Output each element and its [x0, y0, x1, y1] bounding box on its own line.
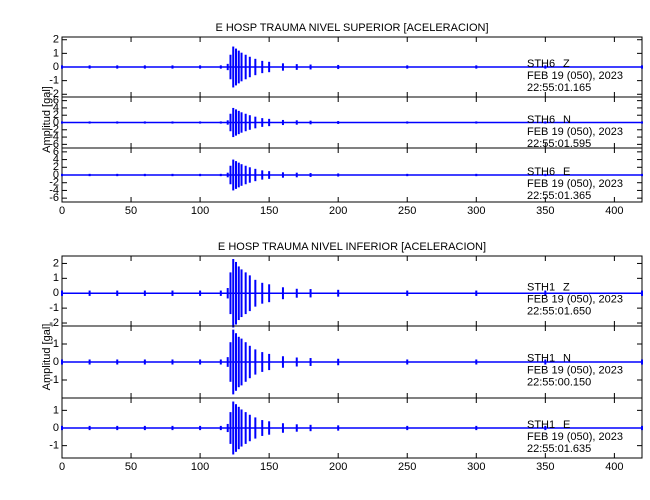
x-tick-label: 100 — [191, 205, 209, 217]
x-tick-label: 300 — [467, 461, 485, 473]
y-tick-label: -1 — [49, 374, 59, 386]
date-label: FEB 19 (050), 2023 — [527, 70, 623, 82]
x-tick-label: 200 — [329, 205, 347, 217]
x-tick-label: 300 — [467, 205, 485, 217]
y-tick-label: 1 — [53, 272, 59, 284]
x-tick-label: 100 — [191, 461, 209, 473]
time-label: 22:55:01.595 — [527, 138, 591, 150]
y-tick-label: -2 — [49, 88, 59, 100]
component-label: Z — [563, 281, 570, 293]
time-label: 22:55:01.165 — [527, 82, 591, 94]
x-tick-label: 150 — [260, 461, 278, 473]
component-label: E — [563, 166, 570, 178]
y-tick-label: -2 — [49, 177, 59, 189]
y-tick-label: 2 — [53, 257, 59, 269]
y-tick-label: 0 — [53, 287, 59, 299]
station-label: STH1 — [527, 352, 555, 364]
y-tick-label: 6 — [53, 95, 59, 107]
y-tick-label: -4 — [49, 184, 59, 196]
x-tick-label: 50 — [125, 461, 137, 473]
date-label: FEB 19 (050), 2023 — [527, 431, 623, 443]
y-tick-label: -2 — [49, 124, 59, 136]
time-label: 22:55:01.635 — [527, 443, 591, 455]
y-tick-label: 1 — [53, 404, 59, 416]
x-tick-label: 400 — [605, 461, 623, 473]
date-label: FEB 19 (050), 2023 — [527, 126, 623, 138]
time-label: 22:55:01.650 — [527, 305, 591, 317]
x-tick-label: 200 — [329, 461, 347, 473]
station-label: STH1 — [527, 281, 555, 293]
x-tick-label: 0 — [59, 205, 65, 217]
x-tick-label: 400 — [605, 205, 623, 217]
y-tick-label: 1 — [53, 338, 59, 350]
chart-title: E HOSP TRAUMA NIVEL INFERIOR [ACELERACIO… — [218, 241, 486, 253]
station-label: STH6 — [527, 58, 555, 70]
y-tick-label: -1 — [49, 440, 59, 452]
component-label: N — [563, 352, 571, 364]
station-label: STH1 — [527, 419, 555, 431]
component-label: E — [563, 419, 570, 431]
y-tick-label: 2 — [53, 161, 59, 173]
time-label: 22:55:00.150 — [527, 376, 591, 388]
y-tick-label: -1 — [49, 75, 59, 87]
y-tick-label: -6 — [49, 192, 59, 204]
date-label: FEB 19 (050), 2023 — [527, 178, 623, 190]
x-tick-label: 250 — [398, 461, 416, 473]
component-label: N — [563, 114, 571, 126]
y-tick-label: 1 — [53, 47, 59, 59]
x-tick-label: 350 — [536, 461, 554, 473]
y-tick-label: 2 — [53, 109, 59, 121]
component-label: Z — [563, 58, 570, 70]
x-tick-label: 150 — [260, 205, 278, 217]
x-tick-label: 350 — [536, 205, 554, 217]
y-tick-label: 0 — [53, 422, 59, 434]
date-label: FEB 19 (050), 2023 — [527, 364, 623, 376]
x-tick-label: 0 — [59, 461, 65, 473]
y-axis-label: Amplitud [gal] — [41, 86, 53, 153]
y-tick-label: 0 — [53, 169, 59, 181]
y-tick-label: 4 — [53, 102, 59, 114]
x-tick-label: 50 — [125, 205, 137, 217]
y-tick-label: 2 — [53, 34, 59, 46]
y-tick-label: -1 — [49, 302, 59, 314]
y-tick-label: -2 — [49, 317, 59, 329]
station-label: STH6 — [527, 114, 555, 126]
y-tick-label: 0 — [53, 356, 59, 368]
y-tick-label: -6 — [49, 138, 59, 150]
y-tick-label: -4 — [49, 131, 59, 143]
y-tick-label: 6 — [53, 146, 59, 158]
date-label: FEB 19 (050), 2023 — [527, 293, 623, 305]
y-tick-label: 0 — [53, 116, 59, 128]
time-label: 22:55:01.365 — [527, 190, 591, 202]
y-tick-label: 0 — [53, 61, 59, 73]
station-label: STH6 — [527, 166, 555, 178]
y-axis-label: Amplitud [gal] — [41, 324, 53, 391]
x-tick-label: 250 — [398, 205, 416, 217]
chart-title: E HOSP TRAUMA NIVEL SUPERIOR [ACELERACIO… — [215, 22, 488, 34]
y-tick-label: 4 — [53, 153, 59, 165]
